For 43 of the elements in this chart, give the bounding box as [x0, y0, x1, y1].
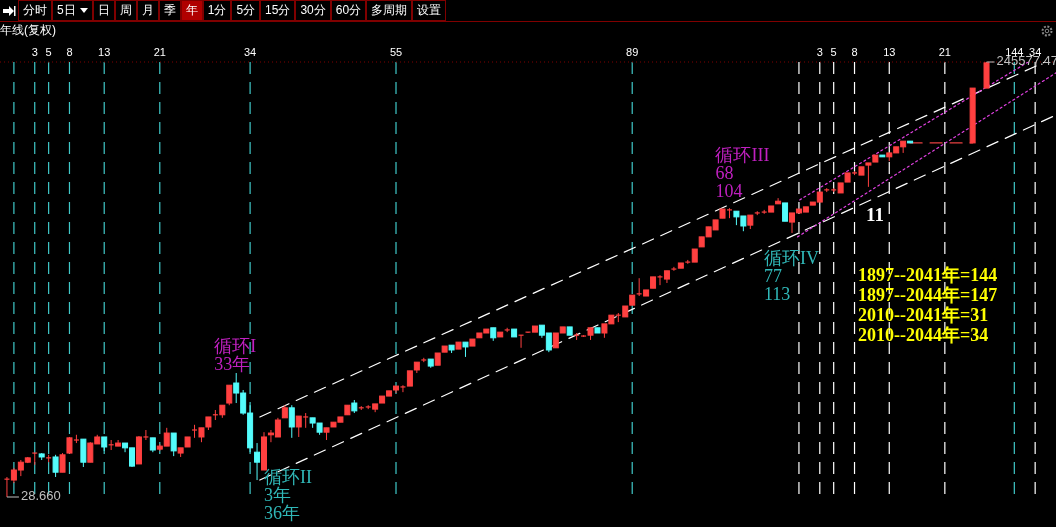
x-tick-label: 55 [389, 46, 403, 58]
x-tick-label: 21 [153, 46, 166, 58]
candlestick [59, 452, 66, 473]
candlestick [226, 384, 233, 406]
text: 60分 [335, 2, 362, 19]
text: 日 [97, 2, 110, 19]
annotation: 11 [866, 204, 884, 226]
x-tick-label: 8 [66, 46, 73, 58]
chart-title: 年线(复权) [0, 22, 56, 39]
candlestick [31, 452, 38, 466]
annotation: 2010--2044年=34 [858, 325, 990, 345]
text: 年 [185, 2, 198, 19]
x-tick-label: 89 [626, 46, 639, 58]
annotation: 循环II 3年 36年 [264, 467, 313, 524]
candlestick [170, 432, 177, 457]
annotation: 28.660 [20, 488, 61, 504]
text: 30分 [300, 2, 326, 19]
text: 设置 [417, 2, 442, 19]
annotation: 2010--2041年=31 [858, 305, 990, 325]
candlestick [52, 454, 59, 478]
x-tick-label: 5 [45, 46, 52, 58]
text: 5分 [236, 2, 256, 19]
x-tick-label: 34 [243, 46, 257, 58]
annotation: 循环I 33年 [214, 336, 257, 375]
text: 月 [141, 2, 154, 19]
annotation: 1897--2044年=147 [858, 285, 998, 305]
candlestick [288, 404, 295, 439]
candlestick [254, 442, 261, 481]
annotation: 循环III 68 104 [715, 145, 770, 202]
x-tick-label: 13 [98, 46, 111, 58]
candlestick [670, 266, 677, 272]
candlestick [80, 438, 87, 468]
text: 周 [119, 2, 132, 19]
text: 5日 [57, 2, 76, 19]
text: 分时 [23, 2, 47, 19]
annotation: 1897--2041年=144 [858, 265, 998, 285]
annotation: 循环IV 77 113 [764, 248, 819, 305]
candlestick [782, 202, 789, 222]
text: 1分 [207, 2, 227, 19]
x-tick-label: 3 [31, 46, 38, 58]
text: 季 [163, 2, 176, 19]
text: 多周期 [371, 2, 408, 19]
text: 15分 [265, 2, 291, 19]
